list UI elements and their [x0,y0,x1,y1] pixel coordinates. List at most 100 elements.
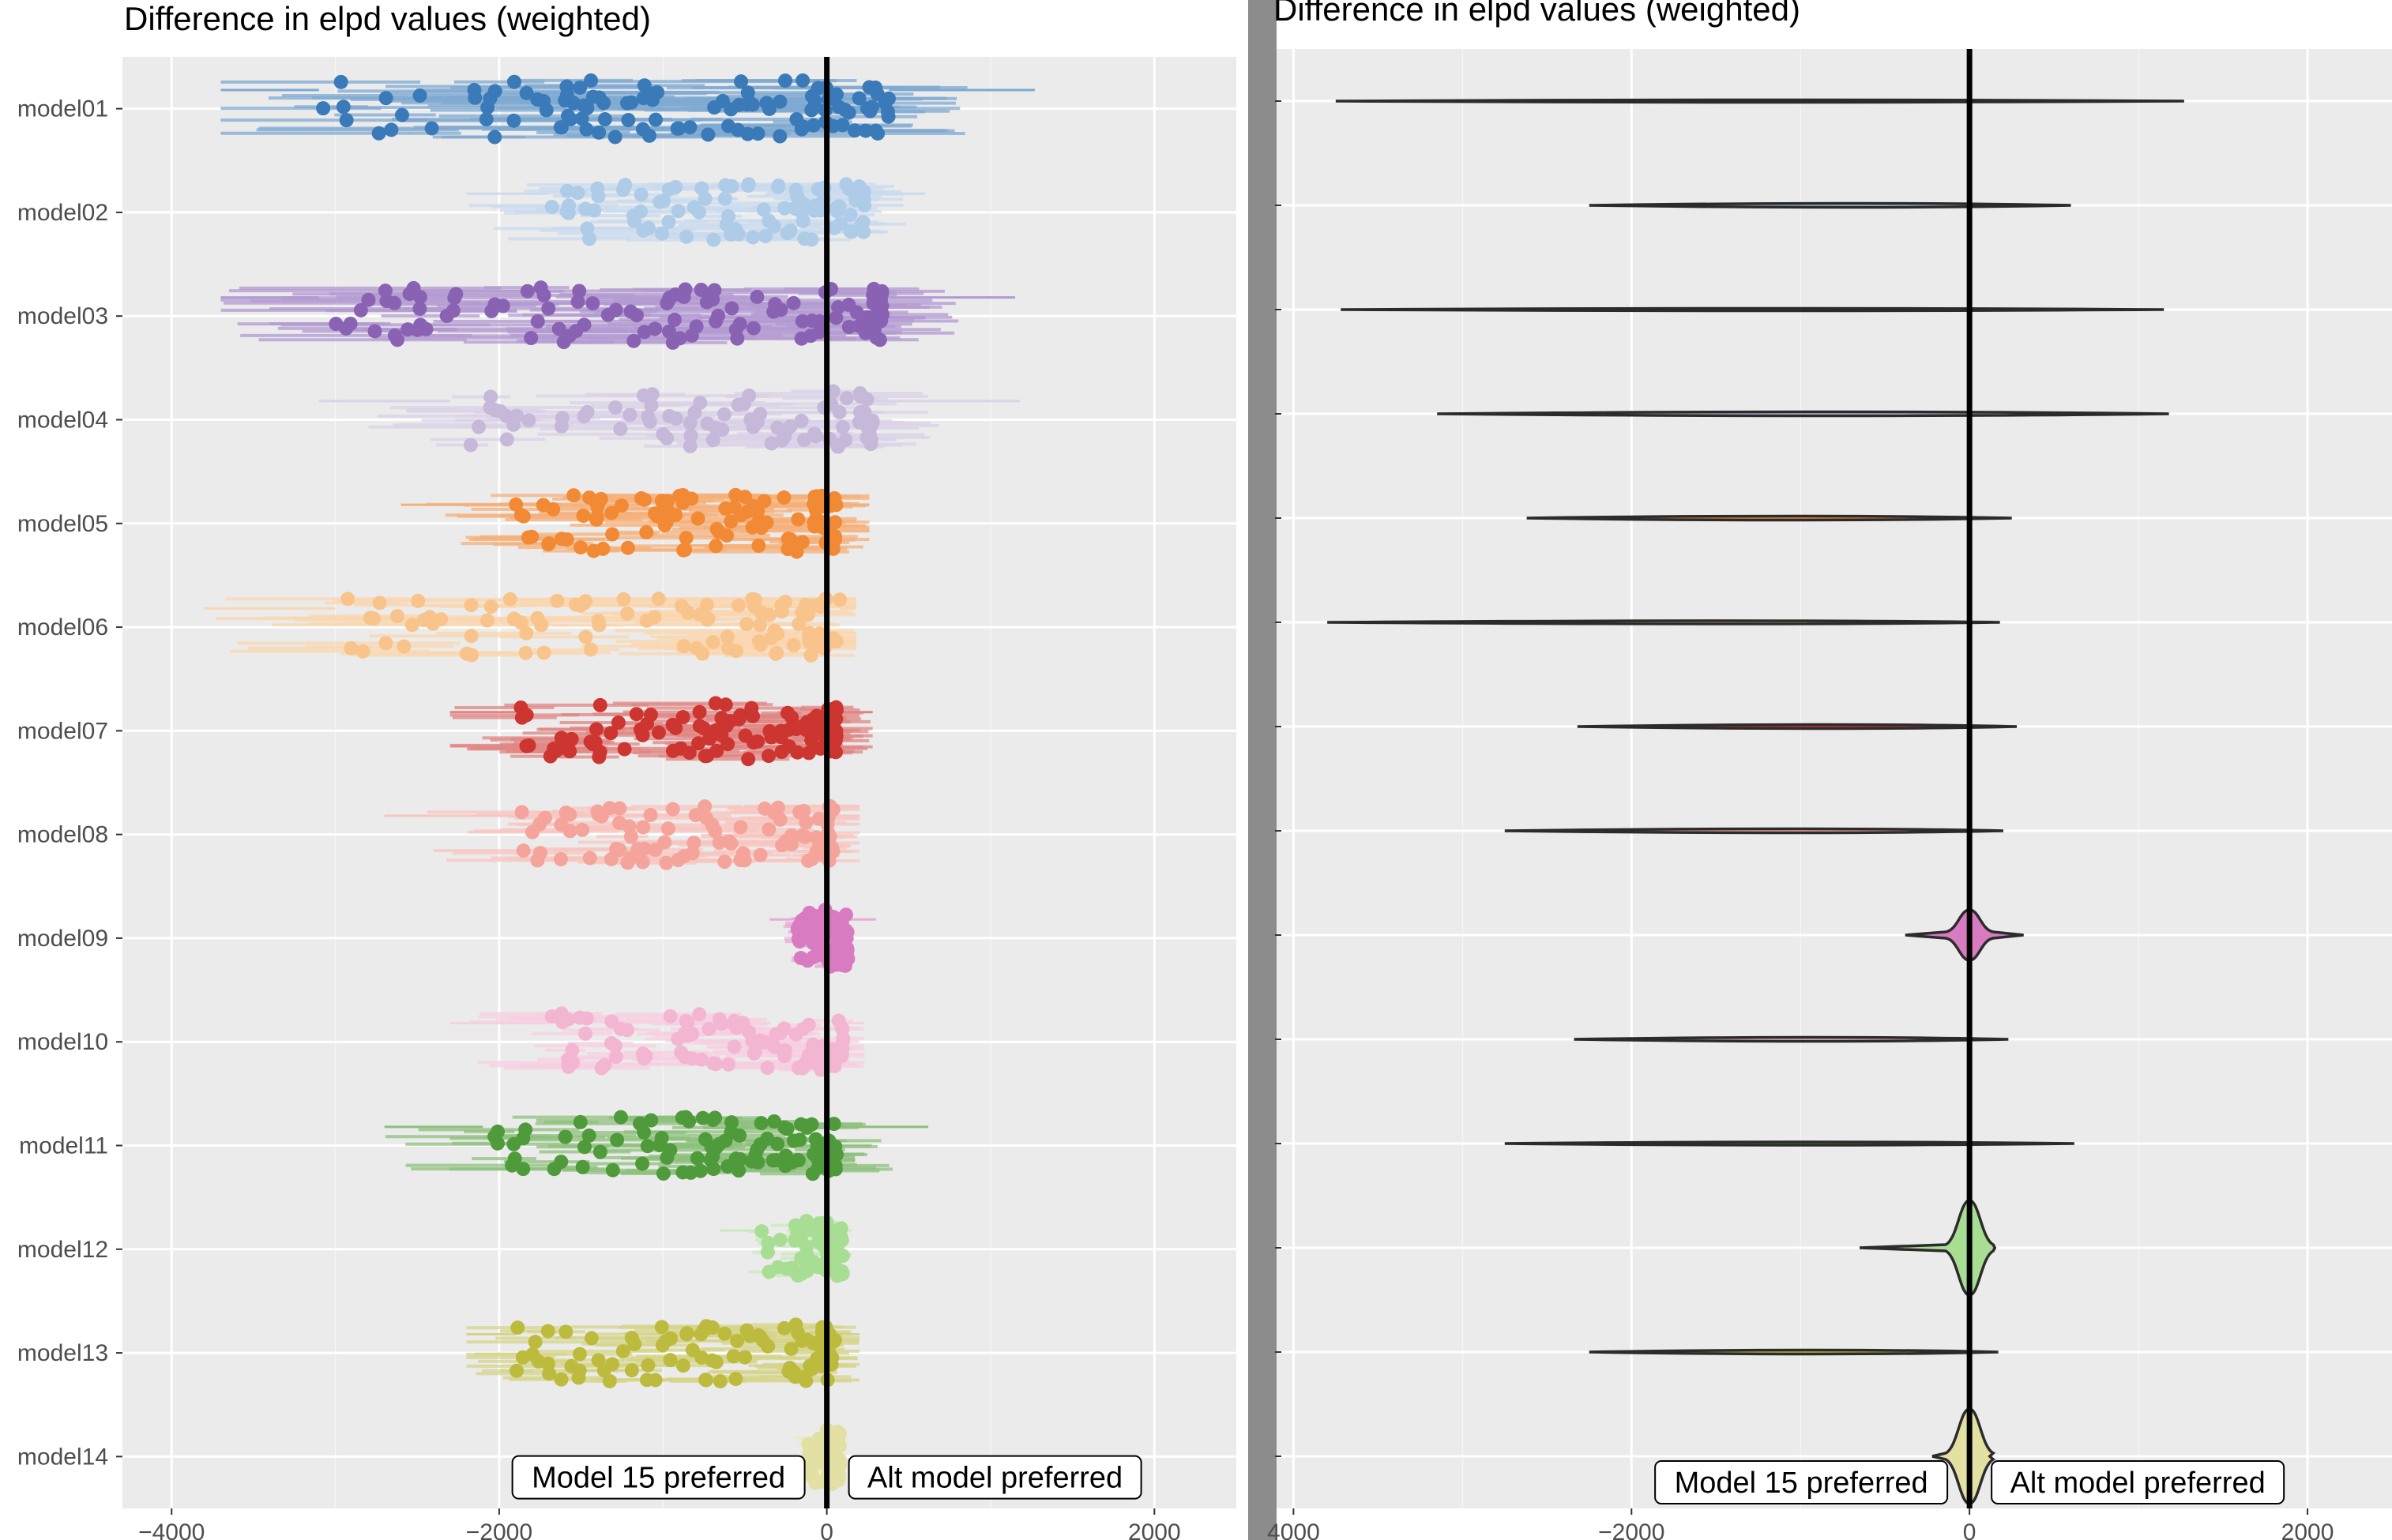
annotation-box [511,1455,806,1500]
data-point [707,283,722,298]
series-model05 [401,487,870,559]
data-point [859,101,874,116]
data-point [642,414,657,429]
data-point [424,121,439,136]
data-point [778,1148,793,1163]
data-point [695,1110,710,1125]
data-point [519,625,534,640]
data-point [701,127,716,142]
data-point [708,824,723,839]
data-point [832,100,847,115]
data-point [514,805,529,820]
data-point [812,626,827,641]
violin-model07 [1577,723,2018,731]
data-point [804,232,819,247]
y-tick-label: model02 [17,200,108,226]
data-point [384,122,399,137]
data-point [554,1155,569,1170]
data-point [683,438,698,453]
data-point [833,917,848,932]
data-point [761,749,776,764]
plot-background [122,57,1236,1508]
data-point [791,512,806,527]
data-point [554,1372,569,1387]
data-point [659,855,674,870]
data-point [834,1233,849,1248]
data-point [838,433,853,448]
data-point [516,1162,531,1177]
data-point [826,1055,841,1070]
data-point [760,1061,775,1076]
data-point [617,742,632,757]
data-point [766,219,781,234]
data-point [578,201,593,216]
data-point [741,752,756,767]
annotation-box [1991,1460,2285,1504]
data-point [715,423,730,438]
data-point [661,182,676,197]
data-point [387,295,402,310]
data-point [826,384,841,399]
data-point [615,1344,630,1359]
data-point [784,710,799,725]
data-point [530,853,545,868]
data-point [754,520,769,535]
right-violin-chart: 4000 −2000 0 2000 Model 15 preferred Alt mode… [1267,49,2392,1540]
data-point [636,91,651,106]
y-tick-label: model05 [17,511,108,537]
data-point [339,321,354,336]
annotation-box [1654,1460,1949,1504]
data-point [683,120,698,135]
data-point [705,433,720,448]
data-point [804,103,819,118]
data-point [570,295,585,310]
data-point [635,855,650,870]
data-point [732,598,747,613]
data-point [641,1358,656,1373]
data-point [841,320,856,335]
data-point [353,302,368,317]
data-point [773,129,788,144]
data-point [639,613,654,628]
series-model01 [220,73,1035,145]
data-point [510,408,525,423]
data-point [745,592,760,607]
data-point [371,126,386,141]
data-point [810,81,826,96]
data-point [727,1039,742,1054]
data-point [826,1117,841,1132]
data-point [419,321,434,336]
series-model02 [466,177,926,247]
data-point [590,804,605,819]
data-point [792,934,807,949]
data-point [774,745,789,760]
data-point [544,199,559,214]
data-point [857,405,872,420]
data-point [577,1140,592,1155]
data-point [626,333,641,348]
data-point [686,200,701,215]
data-point [635,1156,650,1171]
data-point [507,74,522,89]
data-point [589,512,604,527]
data-point [648,321,663,336]
y-tick-label: model14 [17,1444,108,1470]
data-point [830,1424,845,1439]
right-chart-title: Difference in elpd values (weighted) [1273,0,1800,28]
data-point [829,702,844,717]
data-point [662,408,677,423]
data-point [692,704,707,719]
data-point [521,738,536,753]
annotation-alt-preferred: Alt model preferred [867,1462,1123,1495]
data-point [784,837,799,852]
data-point [627,1336,642,1351]
data-point [618,178,633,193]
data-point [620,96,635,111]
data-point [584,1331,599,1346]
y-tick-label: model06 [17,614,108,640]
data-point [751,634,766,649]
data-point [367,324,382,339]
data-point [639,1373,654,1388]
data-point [394,107,409,122]
data-point [852,91,867,106]
